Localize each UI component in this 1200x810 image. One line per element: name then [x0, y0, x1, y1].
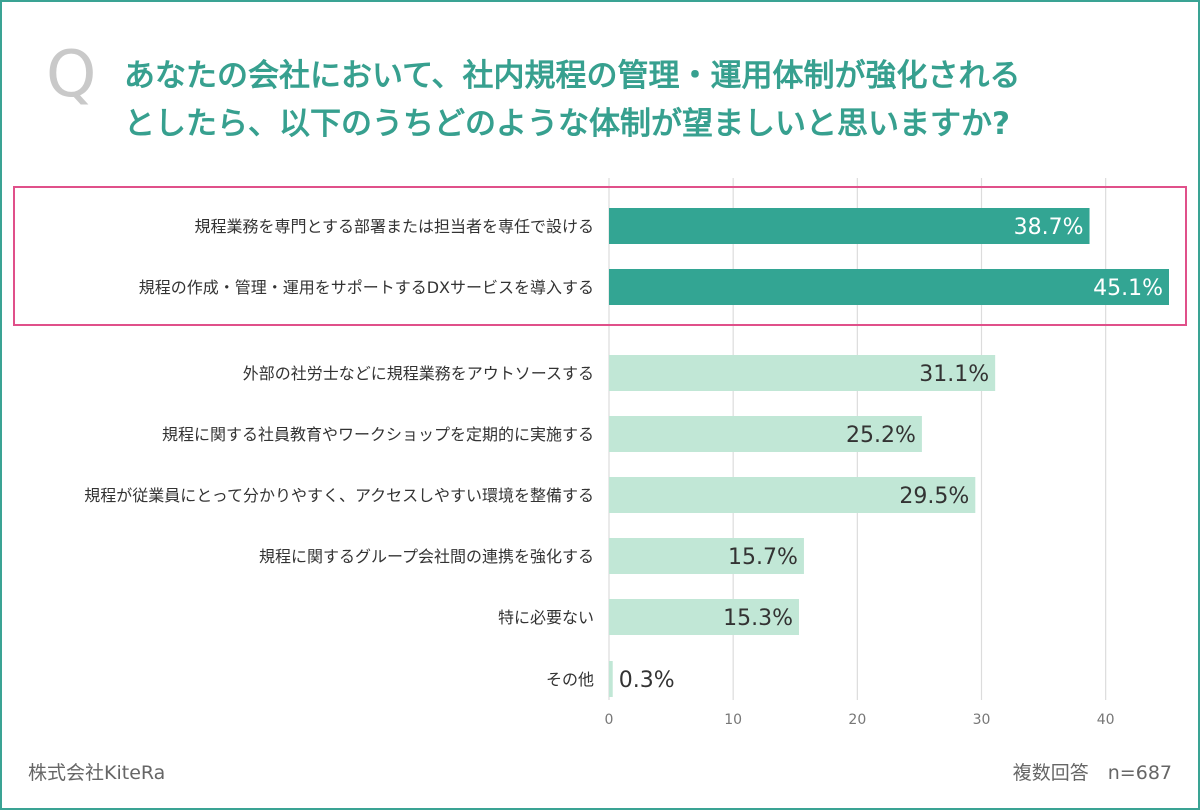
question-title: あなたの会社において、社内規程の管理・運用体制が強化される としたら、以下のうち…: [124, 52, 1021, 148]
category-label: 規程に関するグループ会社間の連携を強化する: [259, 547, 594, 566]
data-label: 45.1%: [1093, 276, 1163, 301]
bar: [609, 269, 1169, 305]
category-label: 外部の社労士などに規程業務をアウトソースする: [243, 364, 594, 383]
bar: [609, 538, 804, 574]
category-label: 規程の作成・管理・運用をサポートするDXサービスを導入する: [139, 278, 594, 297]
bar: [609, 355, 996, 391]
bars: 38.7% 45.1% 31.1% 25.2% 29.5% 15.7% 15.3% 0.3%: [609, 208, 1169, 697]
bar: [609, 416, 922, 452]
category-label: 規程に関する社員教育やワークショップを定期的に実施する: [162, 425, 594, 444]
category-label: 特に必要ない: [498, 608, 594, 627]
category-label: 規程業務を専門とする部署または担当者を専任で設ける: [194, 217, 594, 236]
bar: [609, 208, 1090, 244]
bar: [609, 661, 613, 697]
x-tick-label: 0: [605, 712, 614, 728]
data-label: 0.3%: [619, 668, 675, 693]
x-tick-label: 10: [724, 712, 742, 728]
bar: [609, 599, 799, 635]
x-tick-label: 20: [848, 712, 866, 728]
bar: [609, 477, 976, 513]
category-label: その他: [546, 670, 594, 689]
question-line-2: としたら、以下のうちどのような体制が望ましいと思いますか?: [124, 106, 1010, 142]
response-note: 複数回答 n=687: [1012, 762, 1172, 784]
question-marker: Q: [46, 38, 97, 112]
x-axis-ticks: 0 10 20 30 40: [605, 712, 1115, 728]
data-label: 15.7%: [728, 545, 798, 570]
x-tick-label: 40: [1097, 712, 1115, 728]
data-label: 15.3%: [723, 606, 793, 631]
category-label: 規程が従業員にとって分かりやすく、アクセスしやすい環境を整備する: [84, 486, 594, 505]
data-label: 38.7%: [1014, 215, 1084, 240]
x-tick-label: 30: [973, 712, 991, 728]
data-label: 31.1%: [919, 362, 989, 387]
data-label: 25.2%: [846, 423, 916, 448]
question-line-1: あなたの会社において、社内規程の管理・運用体制が強化される: [124, 58, 1021, 94]
company-name: 株式会社KiteRa: [28, 762, 166, 784]
highlight-box: [13, 186, 1187, 326]
data-label: 29.5%: [899, 484, 969, 509]
category-labels: 規程業務を専門とする部署または担当者を専任で設ける規程の作成・管理・運用をサポー…: [84, 217, 594, 689]
